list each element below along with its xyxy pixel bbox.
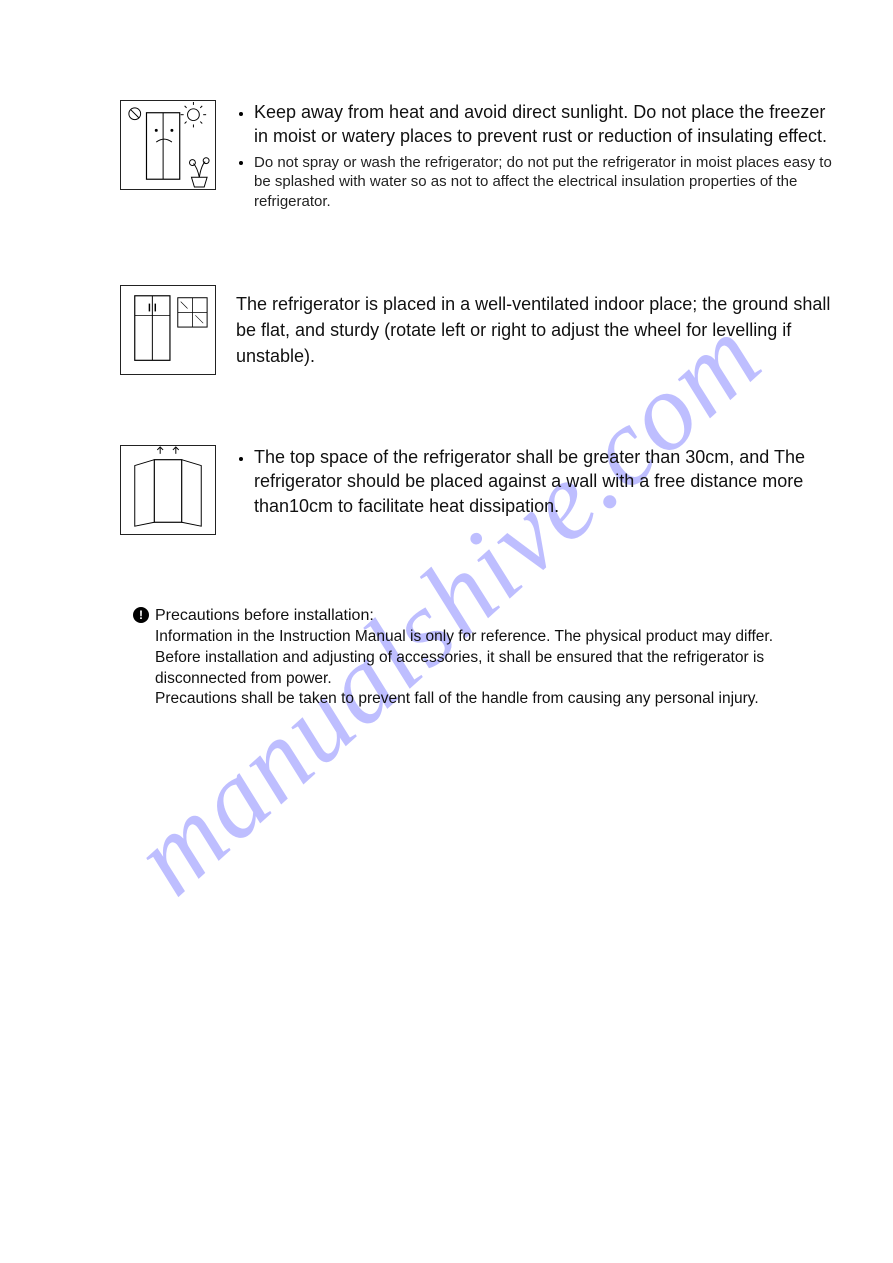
text-column: The top space of the refrigerator shall … — [236, 445, 833, 522]
content-area: Keep away from heat and avoid direct sun… — [0, 0, 893, 710]
bullet-main-text: The top space of the refrigerator shall … — [254, 447, 805, 516]
manual-page: manualshive.com — [0, 0, 893, 1263]
bullet-main-text: Keep away from heat and avoid direct sun… — [254, 102, 827, 146]
precautions-title: Precautions before installation: — [155, 605, 833, 627]
list-item: Keep away from heat and avoid direct sun… — [254, 100, 833, 149]
fridge-sun-icon — [120, 100, 216, 190]
bullet-list: The top space of the refrigerator shall … — [236, 445, 833, 518]
text-column: Keep away from heat and avoid direct sun… — [236, 100, 833, 215]
paragraph-text: The refrigerator is placed in a well-ven… — [236, 291, 833, 369]
instruction-block-ventilation: The refrigerator is placed in a well-ven… — [120, 285, 833, 375]
fridge-doors-open-icon — [120, 445, 216, 535]
list-item: The top space of the refrigerator shall … — [254, 445, 833, 518]
instruction-block-heat: Keep away from heat and avoid direct sun… — [120, 100, 833, 215]
bullet-list: Keep away from heat and avoid direct sun… — [236, 100, 833, 211]
bullet-sub-text: Do not spray or wash the refrigerator; d… — [254, 154, 832, 210]
precautions-body: Information in the Instruction Manual is… — [155, 627, 833, 711]
warning-icon: ! — [133, 607, 149, 623]
text-column: The refrigerator is placed in a well-ven… — [236, 285, 833, 369]
precautions-section: ! Precautions before installation: Infor… — [120, 605, 833, 710]
fridge-window-icon — [120, 285, 216, 375]
precaution-line: Information in the Instruction Manual is… — [155, 627, 833, 648]
precaution-line: Before installation and adjusting of acc… — [155, 648, 833, 690]
list-item: Do not spray or wash the refrigerator; d… — [254, 153, 833, 212]
instruction-block-spacing: The top space of the refrigerator shall … — [120, 445, 833, 535]
precaution-line: Precautions shall be taken to prevent fa… — [155, 689, 833, 710]
